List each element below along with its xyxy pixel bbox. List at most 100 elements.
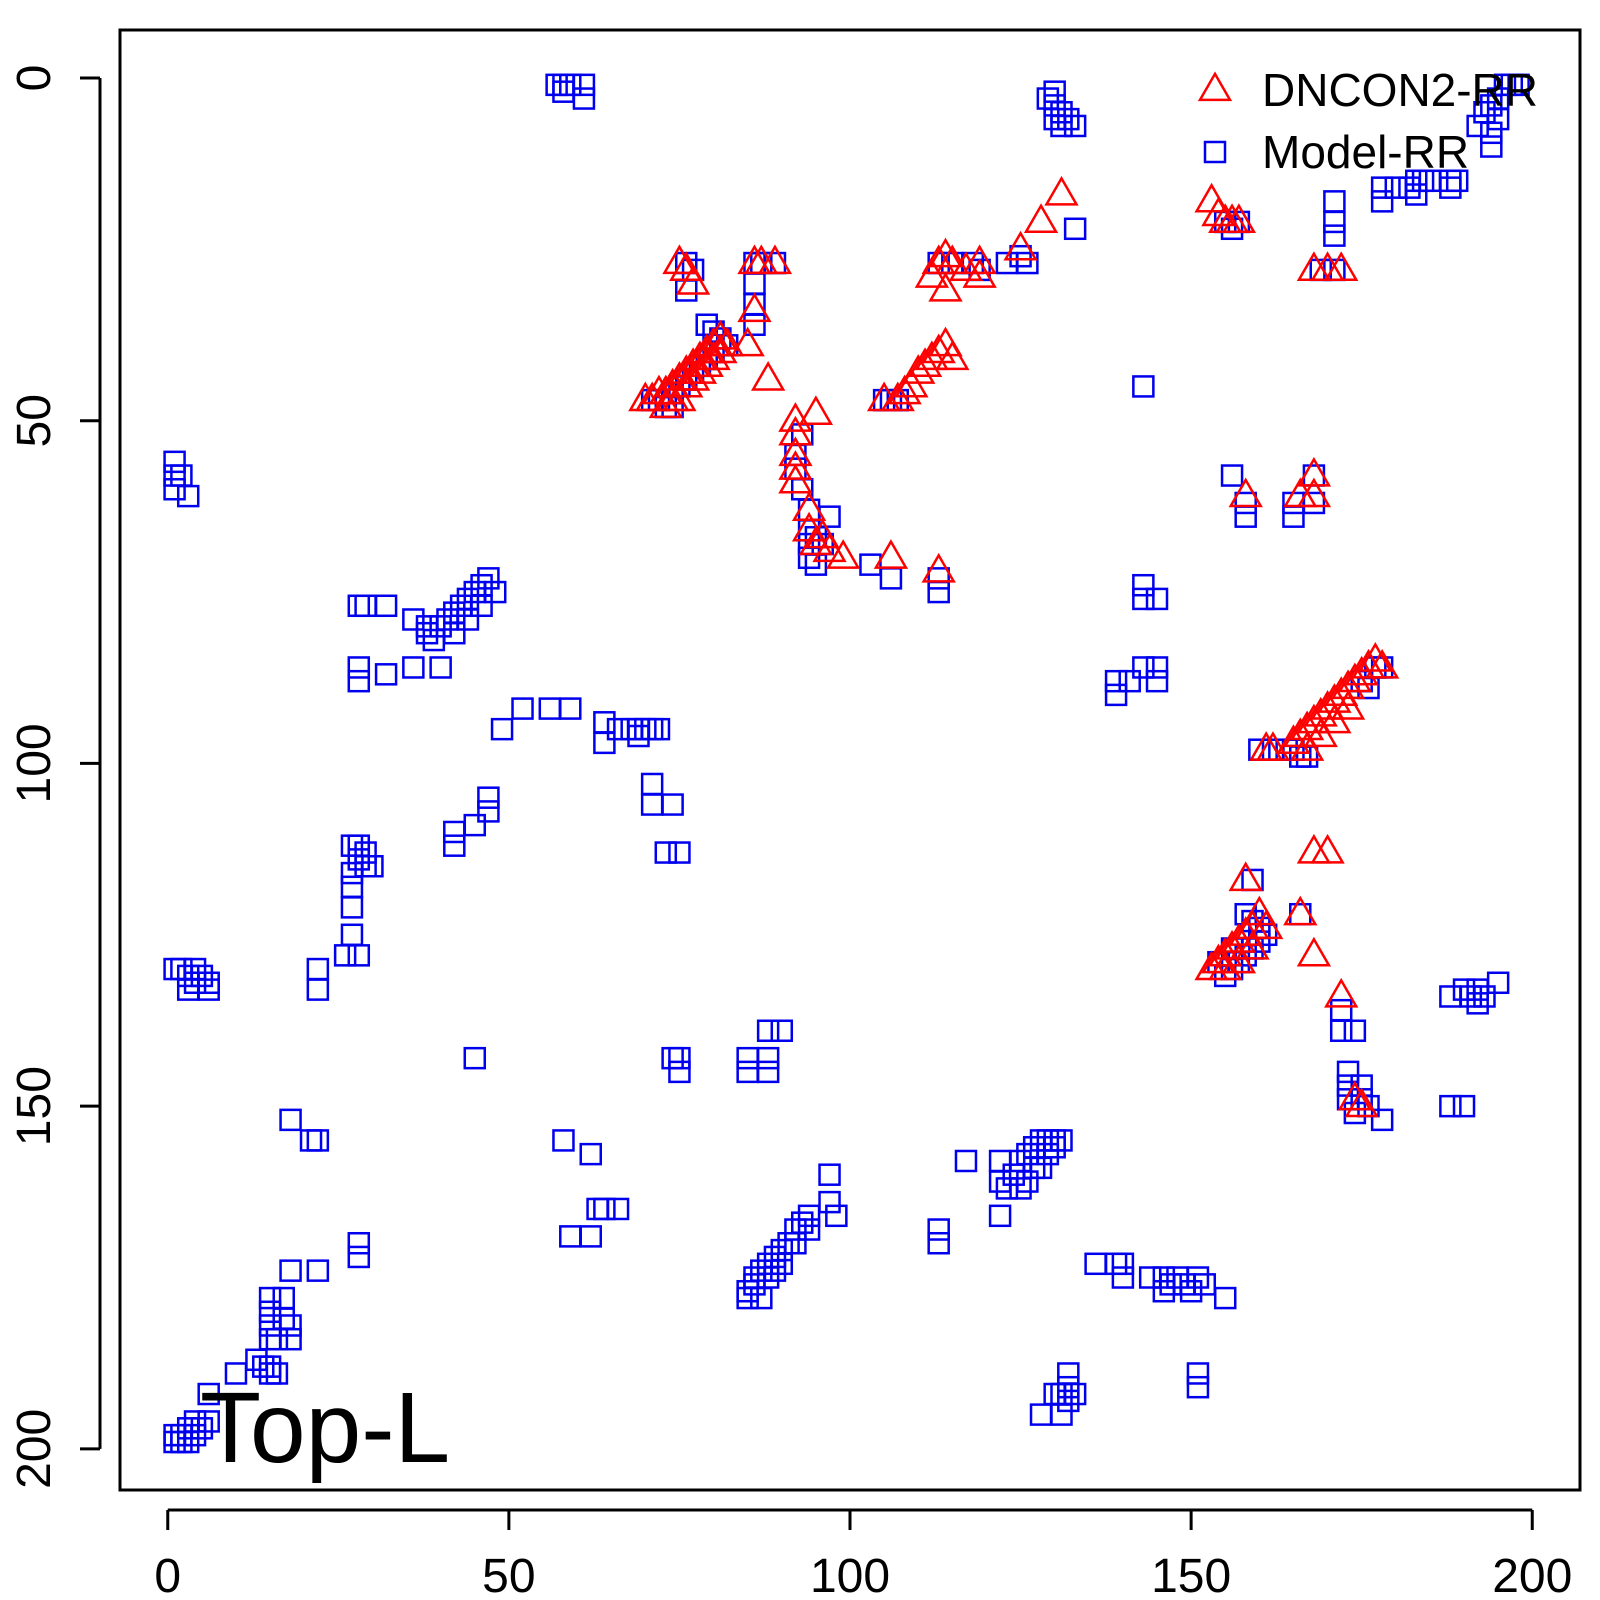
model-rr-point xyxy=(163,1423,186,1447)
dncon2-rr-point xyxy=(962,258,997,288)
y-tick-label: 0 xyxy=(8,65,61,92)
dncon2-rr-point xyxy=(921,552,956,583)
x-tick-label: 200 xyxy=(1492,1550,1572,1600)
model-rr-point xyxy=(1234,491,1257,515)
dncon2-rr-point xyxy=(1208,936,1243,967)
model-rr-point xyxy=(463,813,487,837)
dncon2-rr-point xyxy=(887,374,922,405)
model-rr-point xyxy=(190,964,214,988)
dncon2-rr-point xyxy=(703,319,738,350)
dncon2-rr-point xyxy=(1324,977,1359,1008)
plot-annotation: Top-L xyxy=(200,1372,450,1484)
model-rr-point xyxy=(1036,1142,1060,1166)
model-rr-point xyxy=(429,656,452,679)
model-rr-point xyxy=(279,1327,302,1351)
model-rr-point xyxy=(1186,1266,1210,1289)
model-rr-point xyxy=(163,450,186,474)
model-rr-point xyxy=(1370,190,1394,213)
model-rr-point xyxy=(640,793,664,816)
model-rr-point xyxy=(859,553,882,576)
model-rr-point xyxy=(306,978,330,1001)
model-rr-point xyxy=(272,1286,295,1310)
model-rr-point xyxy=(1111,1266,1135,1289)
model-rr-point xyxy=(443,601,466,624)
x-tick-label: 50 xyxy=(482,1550,535,1600)
model-rr-point xyxy=(1145,656,1169,679)
model-rr-point xyxy=(1302,464,1326,487)
dncon2-rr-point xyxy=(1364,648,1400,679)
model-rr-point xyxy=(797,1218,821,1241)
dncon2-rr-point xyxy=(1324,251,1359,282)
model-rr-point xyxy=(579,1225,602,1248)
model-rr-point xyxy=(1336,1060,1360,1084)
model-rr-point xyxy=(176,484,200,508)
model-rr-point xyxy=(1507,73,1530,97)
model-rr-point xyxy=(954,1149,978,1173)
dncon2-rr-point xyxy=(1296,936,1332,967)
model-rr-point xyxy=(258,1300,282,1324)
model-rr-point xyxy=(374,663,398,686)
model-rr-point xyxy=(750,1259,773,1282)
model-rr-point xyxy=(559,73,582,97)
model-rr-point xyxy=(1138,1266,1162,1289)
model-rr-point xyxy=(299,1129,323,1152)
model-rr-point xyxy=(559,1225,582,1248)
dncon2-rr-point xyxy=(914,258,950,288)
model-rr-point xyxy=(1186,1375,1210,1399)
model-rr-point xyxy=(436,608,459,631)
dncon2-rr-point xyxy=(1228,477,1263,508)
model-rr-point xyxy=(183,1410,207,1433)
dncon2-rr-point xyxy=(962,244,997,275)
model-rr-point xyxy=(1016,1142,1039,1166)
model-rr-point xyxy=(545,73,568,97)
model-rr-point xyxy=(1193,1273,1217,1296)
model-rr-point xyxy=(661,1046,684,1070)
model-rr-point xyxy=(1043,1382,1066,1406)
model-rr-point xyxy=(1104,1252,1128,1276)
model-rr-point xyxy=(347,944,371,967)
model-rr-point xyxy=(306,1129,330,1152)
x-tick-label: 0 xyxy=(154,1550,181,1600)
dncon2-rr-point xyxy=(798,525,834,556)
model-rr-point xyxy=(927,580,950,604)
dncon2-rr-point xyxy=(648,388,683,419)
model-rr-point xyxy=(1043,1129,1066,1152)
model-rr-point xyxy=(1466,978,1489,1001)
dncon2-rr-point xyxy=(1023,203,1059,234)
model-rr-point xyxy=(1132,573,1155,597)
model-rr-point xyxy=(1329,998,1353,1022)
dncon2-rr-point xyxy=(778,463,813,494)
legend-label: Model-RR xyxy=(1262,126,1469,178)
model-rr-point xyxy=(1480,94,1503,117)
model-rr-point xyxy=(1132,656,1155,679)
dncon2-rr-point xyxy=(778,415,813,446)
model-rr-point xyxy=(763,1259,787,1282)
model-rr-point xyxy=(1029,1403,1053,1426)
model-rr-point xyxy=(784,1218,807,1241)
dncon2-rr-point xyxy=(1358,641,1393,672)
model-rr-point xyxy=(1329,1019,1353,1043)
model-rr-point xyxy=(1159,1273,1182,1296)
x-tick-label: 100 xyxy=(810,1550,890,1600)
model-rr-point xyxy=(927,1218,950,1241)
model-rr-point xyxy=(995,251,1019,275)
model-rr-point xyxy=(422,628,446,652)
model-rr-point xyxy=(879,567,903,590)
model-rr-point xyxy=(456,587,480,611)
dncon2-rr-point xyxy=(662,244,697,275)
model-rr-point xyxy=(770,1238,794,1262)
dncon2-rr-point xyxy=(921,333,956,364)
model-rr-point xyxy=(1173,1273,1196,1296)
model-rr-point xyxy=(1009,1149,1032,1173)
dncon2-rr-point xyxy=(1344,1087,1379,1118)
dncon2-rr-point xyxy=(928,237,963,268)
model-rr-point xyxy=(1132,375,1155,398)
model-rr-point xyxy=(402,656,425,679)
model-rr-point xyxy=(736,1286,759,1310)
model-rr-point xyxy=(559,697,582,720)
model-rr-point xyxy=(1063,1382,1087,1406)
model-rr-point xyxy=(756,1019,780,1043)
model-rr-point xyxy=(340,861,364,885)
model-rr-point xyxy=(1043,1136,1066,1159)
model-rr-point xyxy=(1152,1266,1176,1289)
